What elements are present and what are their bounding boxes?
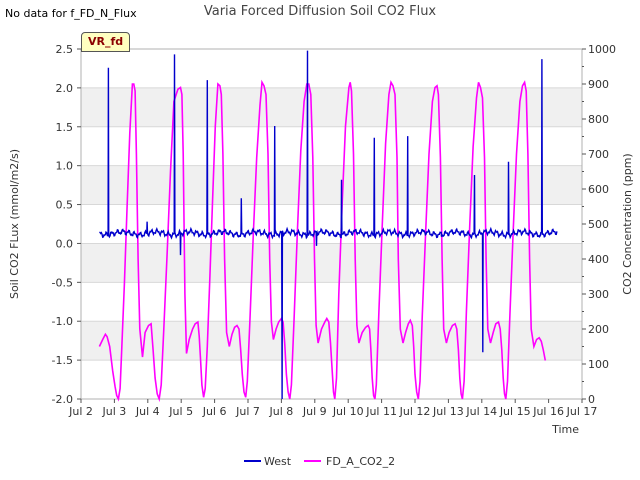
plot-band xyxy=(81,165,582,205)
y-tick-label: -1.5 xyxy=(52,354,73,367)
x-tick-label: Jul 16 xyxy=(532,405,564,418)
chart-title: Varia Forced Diffusion Soil CO2 Flux xyxy=(204,4,437,19)
y2-tick-label: 600 xyxy=(588,183,609,196)
x-tick-label: Jul 7 xyxy=(235,405,260,418)
y2-axis-label: CO2 Concentration (ppm) xyxy=(621,153,634,294)
y-tick-label: 0.0 xyxy=(56,237,74,250)
y2-tick-label: 300 xyxy=(588,288,609,301)
y-tick-label: 2.0 xyxy=(56,82,74,95)
y2-tick-label: 1000 xyxy=(588,43,616,56)
x-tick-label: Jul 17 xyxy=(566,405,598,418)
y-tick-label: -1.0 xyxy=(52,315,73,328)
y2-tick-label: 100 xyxy=(588,358,609,371)
x-tick-label: Jul 2 xyxy=(68,405,93,418)
y-tick-label: -2.0 xyxy=(52,393,73,406)
y2-tick-label: 400 xyxy=(588,253,609,266)
y-tick-label: 1.5 xyxy=(56,121,74,134)
y-tick-label: -0.5 xyxy=(52,276,73,289)
legend-label-west: West xyxy=(264,455,292,468)
site-badge: VR_fd xyxy=(81,32,131,52)
no-data-note: No data for f_FD_N_Flux xyxy=(5,7,137,20)
plot-band xyxy=(81,87,582,127)
x-tick-label: Jul 11 xyxy=(365,405,397,418)
x-axis-label: Time xyxy=(551,423,579,436)
y-tick-label: 1.0 xyxy=(56,160,74,173)
x-tick-label: Jul 12 xyxy=(399,405,431,418)
x-tick-label: Jul 6 xyxy=(202,405,227,418)
legend-label-fd-a-co2-2: FD_A_CO2_2 xyxy=(326,455,395,468)
series-line-west xyxy=(99,50,558,400)
x-tick-label: Jul 9 xyxy=(302,405,327,418)
y2-tick-label: 200 xyxy=(588,323,609,336)
x-tick-label: Jul 14 xyxy=(465,405,497,418)
y-axis-label: Soil CO2 FLux (mmol/m2/s) xyxy=(8,149,21,299)
x-tick-label: Jul 4 xyxy=(135,405,160,418)
plot-band xyxy=(81,243,582,283)
y-tick-label: 2.5 xyxy=(56,43,74,56)
x-tick-label: Jul 13 xyxy=(432,405,464,418)
x-tick-label: Jul 10 xyxy=(332,405,364,418)
x-tick-label: Jul 15 xyxy=(499,405,531,418)
x-tick-label: Jul 5 xyxy=(168,405,193,418)
x-tick-label: Jul 3 xyxy=(102,405,127,418)
y2-tick-label: 0 xyxy=(588,393,595,406)
y2-tick-label: 800 xyxy=(588,113,609,126)
y2-tick-label: 900 xyxy=(588,78,609,91)
y2-tick-label: 700 xyxy=(588,148,609,161)
series-line-fd-a-co2-2 xyxy=(98,79,547,403)
y-tick-label: 0.5 xyxy=(56,199,74,212)
x-tick-label: Jul 8 xyxy=(269,405,294,418)
y2-tick-label: 500 xyxy=(588,218,609,231)
